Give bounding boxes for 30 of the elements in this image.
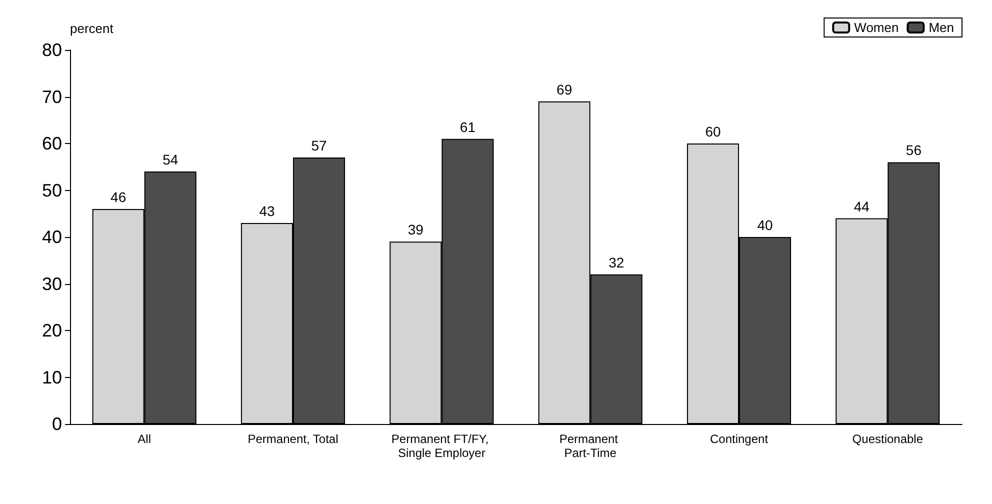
data-label: 57 — [311, 138, 328, 154]
y-tick-label: 50 — [42, 180, 62, 200]
data-label: 54 — [162, 152, 178, 168]
y-tick-label: 40 — [42, 227, 62, 247]
data-label: 60 — [705, 124, 721, 140]
data-label: 39 — [408, 222, 424, 238]
data-label: 61 — [460, 118, 476, 135]
y-tick-label: 20 — [42, 320, 62, 340]
x-tick-label: Permanent Part-Time — [559, 432, 622, 460]
x-tick-label: Questionable — [852, 432, 924, 446]
data-label: 32 — [608, 254, 624, 270]
x-tick-label: Permanent FT/FY, Single Employer — [391, 432, 492, 460]
y-tick-label: 60 — [42, 134, 62, 154]
y-axis-title: percent — [70, 21, 114, 36]
data-label: 44 — [854, 198, 870, 214]
x-tick-label: All — [138, 432, 152, 446]
data-label: 46 — [110, 188, 126, 205]
y-tick-label: 80 — [42, 40, 62, 60]
data-label: 69 — [556, 81, 572, 98]
data-label: 43 — [259, 202, 275, 219]
y-tick-label: 30 — [42, 274, 62, 294]
y-tick-label: 10 — [42, 367, 62, 388]
data-label: 40 — [757, 217, 774, 233]
legend-label: Women — [854, 20, 899, 35]
x-tick-label: Permanent, Total — [248, 432, 338, 446]
legend-label: Men — [928, 20, 954, 35]
data-label: 56 — [906, 142, 922, 158]
y-tick-label: 0 — [52, 414, 62, 434]
y-tick-label: 70 — [42, 86, 62, 107]
x-tick-label: Contingent — [710, 432, 769, 446]
